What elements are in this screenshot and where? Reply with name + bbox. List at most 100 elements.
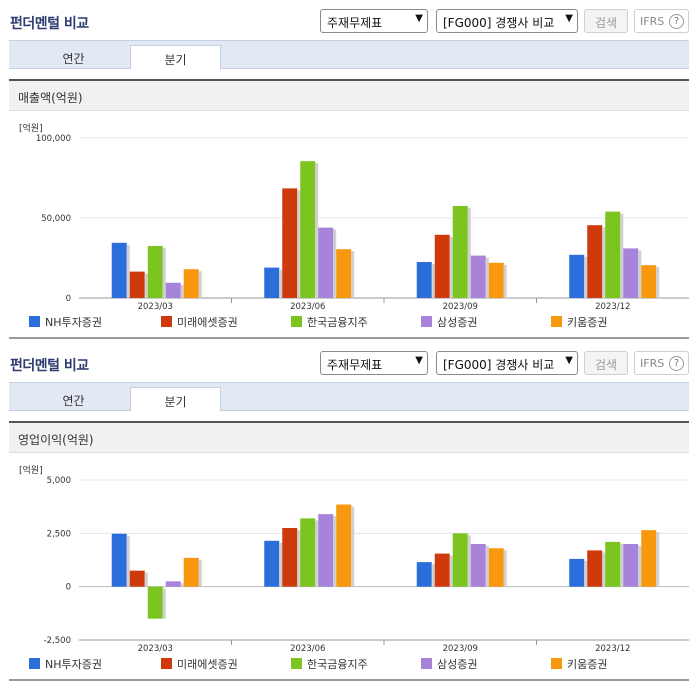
help-icon[interactable]: ? xyxy=(669,14,684,29)
legend-item[interactable]: NH투자증권 xyxy=(29,656,102,672)
legend-item[interactable]: 미래에셋증권 xyxy=(161,656,238,672)
legend-swatch xyxy=(29,658,40,669)
ifrs-button[interactable]: IFRS ? xyxy=(634,9,689,33)
bar xyxy=(569,558,585,587)
legend-item[interactable]: 미래에셋증권 xyxy=(161,314,238,330)
legend-item[interactable]: 삼성증권 xyxy=(421,656,477,672)
bar-shadow xyxy=(503,264,507,298)
peer-compare-select[interactable]: [FG000] 경쟁사 비교 ▼ xyxy=(436,9,578,33)
statement-type-select[interactable]: 주재무제표 ▼ xyxy=(320,351,428,375)
period-tabs: 연간 분기 xyxy=(9,382,689,412)
x-tick-label: 2023/06 xyxy=(290,302,325,311)
bar xyxy=(587,550,603,587)
legend-item[interactable]: NH투자증권 xyxy=(29,314,102,330)
bar xyxy=(300,518,316,587)
legend-label: 삼성증권 xyxy=(437,658,478,671)
legend-label: NH투자증권 xyxy=(45,658,102,671)
bar xyxy=(336,504,352,587)
section-title: 매출액(억원) xyxy=(9,81,689,111)
bar xyxy=(488,548,504,587)
bar xyxy=(605,541,621,587)
bar xyxy=(623,248,639,298)
chart-legend: NH투자증권 미래에셋증권 한국금융지주 삼성증권 키움증권 xyxy=(29,314,689,330)
bar-shadow xyxy=(449,236,453,298)
bar xyxy=(470,255,486,298)
panel-title: 펀더멘털 비교 xyxy=(10,358,89,374)
bar xyxy=(318,227,334,298)
legend-swatch xyxy=(161,658,172,669)
bar-shadow xyxy=(620,543,624,587)
bar-shadow xyxy=(180,583,184,587)
search-button[interactable]: 검색 xyxy=(584,351,628,375)
bar xyxy=(605,211,621,298)
bar xyxy=(416,562,432,587)
bar-shadow xyxy=(315,520,319,587)
bar xyxy=(641,265,657,298)
legend-item[interactable]: 삼성증권 xyxy=(421,314,477,330)
bar-shadow xyxy=(351,506,355,587)
legend-label: 키움증권 xyxy=(567,316,608,329)
bar-shadow xyxy=(656,267,660,298)
period-tabs: 연간 분기 xyxy=(9,40,689,70)
legend-label: NH투자증권 xyxy=(45,316,102,329)
peer-compare-select[interactable]: [FG000] 경쟁사 비교 ▼ xyxy=(436,351,578,375)
legend-swatch xyxy=(421,316,432,327)
bar xyxy=(641,530,657,587)
ifrs-label: IFRS xyxy=(640,15,665,28)
fundamental-panel-op-income: 펀더멘털 비교 주재무제표 ▼ [FG000] 경쟁사 비교 ▼ 검색 IFRS… xyxy=(0,342,696,684)
chevron-down-icon: ▼ xyxy=(565,355,573,366)
bar-shadow xyxy=(162,248,166,298)
bar xyxy=(147,246,163,298)
section-title: 영업이익(억원) xyxy=(9,423,689,453)
x-tick-label: 2023/06 xyxy=(290,644,325,653)
legend-item[interactable]: 키움증권 xyxy=(551,314,607,330)
statement-type-select[interactable]: 주재무제표 ▼ xyxy=(320,9,428,33)
tab-quarterly[interactable]: 분기 xyxy=(130,387,221,412)
bar-shadow xyxy=(180,284,184,298)
bar xyxy=(147,586,163,619)
legend-item[interactable]: 한국금융지주 xyxy=(291,314,368,330)
tab-quarterly[interactable]: 분기 xyxy=(130,45,221,70)
tab-annual[interactable]: 연간 xyxy=(62,394,85,408)
legend-swatch xyxy=(291,316,302,327)
bar-shadow xyxy=(584,560,588,587)
bar xyxy=(569,254,585,298)
y-tick-label: -2,500 xyxy=(44,636,71,646)
bar-shadow xyxy=(431,564,435,587)
chevron-down-icon: ▼ xyxy=(565,13,573,24)
x-tick-label: 2023/12 xyxy=(595,302,630,311)
bar-shadow xyxy=(126,535,130,587)
bar-shadow xyxy=(126,244,130,298)
ifrs-button[interactable]: IFRS ? xyxy=(634,351,689,375)
chevron-down-icon: ▼ xyxy=(415,13,423,24)
bar-shadow xyxy=(198,271,202,298)
legend-swatch xyxy=(291,658,302,669)
legend-label: 삼성증권 xyxy=(437,316,478,329)
bar xyxy=(488,262,504,298)
help-icon[interactable]: ? xyxy=(669,356,684,371)
bar xyxy=(129,570,145,587)
legend-swatch xyxy=(29,316,40,327)
bar xyxy=(129,271,145,298)
panel-title: 펀더멘털 비교 xyxy=(10,16,89,32)
peer-compare-value: [FG000] 경쟁사 비교 xyxy=(443,358,555,372)
bar-shadow xyxy=(638,546,642,587)
bar-shadow xyxy=(333,229,337,298)
bar-shadow xyxy=(602,227,606,298)
chart-section: 매출액(억원) [억원] 100,000 50,000 0 2023/03 2023/0… xyxy=(9,79,689,339)
bar-shadow xyxy=(485,257,489,298)
bar-shadow xyxy=(620,213,624,298)
bar xyxy=(336,249,352,298)
sales-bar-chart: 100,000 50,000 0 2023/03 2023/06 2023/09 2023/… xyxy=(36,134,689,311)
tab-annual[interactable]: 연간 xyxy=(62,52,85,66)
unit-label: [억원] xyxy=(19,466,43,476)
bar-shadow xyxy=(656,532,660,587)
bar-shadow xyxy=(467,208,471,298)
legend-item[interactable]: 한국금융지주 xyxy=(291,656,368,672)
bar xyxy=(434,234,450,298)
legend-swatch xyxy=(161,316,172,327)
legend-label: 미래에셋증권 xyxy=(177,658,238,671)
search-button[interactable]: 검색 xyxy=(584,9,628,33)
legend-item[interactable]: 키움증권 xyxy=(551,656,607,672)
bar xyxy=(318,514,334,587)
